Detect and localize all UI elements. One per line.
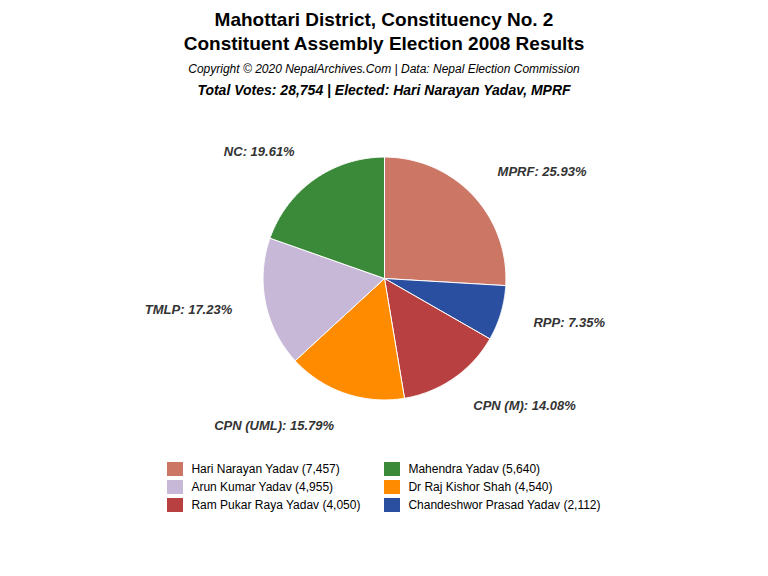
html-text:Total Votes: 28,754 | Elected:: Total Votes: 28,754 | Elected: Hari Nara… [197,82,571,98]
svg-text:NC: 19.61%: NC: 19.61% [224,144,295,159]
html-text:Ram Pukar Raya Yadav (4,050): Ram Pukar Raya Yadav (4,050) [191,498,361,512]
html-text:Mahendra Yadav (5,640): Mahendra Yadav (5,640) [408,462,541,476]
svg-text:RPP: 7.35%: RPP: 7.35% [533,315,605,330]
html-text:Constituent Assembly Election: Constituent Assembly Election 2008 Resul… [183,33,585,54]
html-text:Mahottari District, Constituen: Mahottari District, Constituency No. 2 [214,9,554,30]
html-text:Arun Kumar Yadav (4,955): Arun Kumar Yadav (4,955) [191,480,334,494]
svg-text:MPRF: 25.93%: MPRF: 25.93% [498,164,587,179]
html-text:Copyright © 2020 NepalArchives: Copyright © 2020 NepalArchives.Com | Dat… [188,62,580,76]
svg-text:CPN (M): 14.08%: CPN (M): 14.08% [473,398,576,413]
svg-text:CPN (UML): 15.79%: CPN (UML): 15.79% [214,418,334,433]
html-text:Dr Raj Kishor Shah (4,540): Dr Raj Kishor Shah (4,540) [408,480,553,494]
html-text:Chandeshwor Prasad Yadav (2,11: Chandeshwor Prasad Yadav (2,112) [408,498,601,512]
svg-text:TMLP: 17.23%: TMLP: 17.23% [145,302,233,317]
html-text:Hari Narayan Yadav (7,457): Hari Narayan Yadav (7,457) [191,462,340,476]
